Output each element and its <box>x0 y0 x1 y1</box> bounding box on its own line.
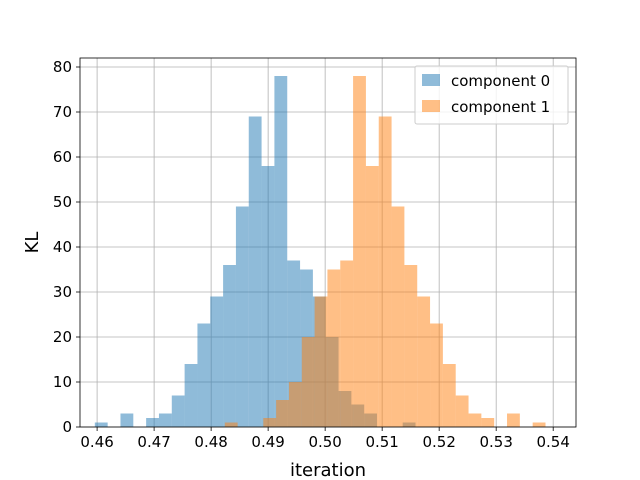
histogram-bar <box>288 382 302 427</box>
histogram-bar <box>210 296 224 427</box>
axes <box>79 57 577 428</box>
y-tick-label: 50 <box>53 193 72 211</box>
histogram-bar <box>532 422 546 427</box>
plot-frame <box>79 57 577 428</box>
histogram-bar <box>314 296 328 427</box>
histogram-bar <box>120 413 134 427</box>
x-tick-label: 0.54 <box>536 433 569 451</box>
histogram-bar <box>327 269 341 427</box>
x-tick-label: 0.53 <box>479 433 512 451</box>
y-tick-label: 0 <box>62 418 72 436</box>
histogram-bar <box>481 418 495 427</box>
histogram-bar <box>442 364 456 427</box>
y-tick-label: 70 <box>53 103 72 121</box>
histogram-bar <box>430 323 443 427</box>
histogram-bar <box>248 116 262 427</box>
y-tick-label: 60 <box>53 148 72 166</box>
histogram-bar <box>455 395 469 427</box>
histogram-bar <box>171 395 185 427</box>
histogram-bar <box>158 413 172 427</box>
x-axis-title: iteration <box>290 460 366 480</box>
histogram-bar <box>197 323 211 427</box>
y-tick-label: 20 <box>53 328 72 346</box>
legend-swatch <box>422 74 440 86</box>
histogram-bar <box>184 364 198 427</box>
y-axis-title: KL <box>22 232 43 254</box>
x-tick-label: 0.46 <box>80 433 113 451</box>
histogram-bar <box>263 418 277 427</box>
histogram-bar <box>353 76 366 427</box>
histogram-bar <box>261 166 275 427</box>
legend-label: component 0 <box>451 72 550 90</box>
histogram-bar <box>224 422 238 427</box>
histogram-bars <box>94 76 546 427</box>
histogram-bar <box>340 260 354 427</box>
y-tick-label: 80 <box>53 58 72 76</box>
x-tick-label: 0.51 <box>365 433 398 451</box>
y-tick-label: 30 <box>53 283 72 301</box>
tick-labels: 0.46 0.47 0.48 0.49 0.50 0.51 0.52 0.53 0.54 0 10 2… <box>53 58 570 451</box>
x-tick-label: 0.49 <box>251 433 284 451</box>
legend-swatch <box>422 100 440 112</box>
histogram-bar <box>378 116 392 427</box>
y-tick-label: 10 <box>53 373 72 391</box>
histogram-bar <box>391 206 405 427</box>
histogram-bar <box>276 400 289 427</box>
legend-box <box>414 65 569 125</box>
histogram-bar <box>146 418 159 427</box>
histogram-bar <box>404 265 418 427</box>
histogram-bar <box>417 296 431 427</box>
histogram-bar <box>507 413 520 427</box>
legend-label: component 1 <box>451 98 550 116</box>
y-tick-label: 40 <box>53 238 72 256</box>
histogram-bar <box>235 206 249 427</box>
legend: component 0 component 1 <box>414 65 569 125</box>
histogram-bar <box>468 413 482 427</box>
histogram-bar <box>223 265 236 427</box>
histogram-bar <box>94 422 108 427</box>
x-tick-label: 0.47 <box>137 433 170 451</box>
histogram-bar <box>274 76 288 427</box>
histogram-bar <box>301 337 315 427</box>
x-tick-label: 0.50 <box>308 433 341 451</box>
histogram-bar <box>365 166 379 427</box>
series-1-bars <box>224 76 546 427</box>
x-tick-label: 0.52 <box>422 433 455 451</box>
x-tick-label: 0.48 <box>194 433 227 451</box>
